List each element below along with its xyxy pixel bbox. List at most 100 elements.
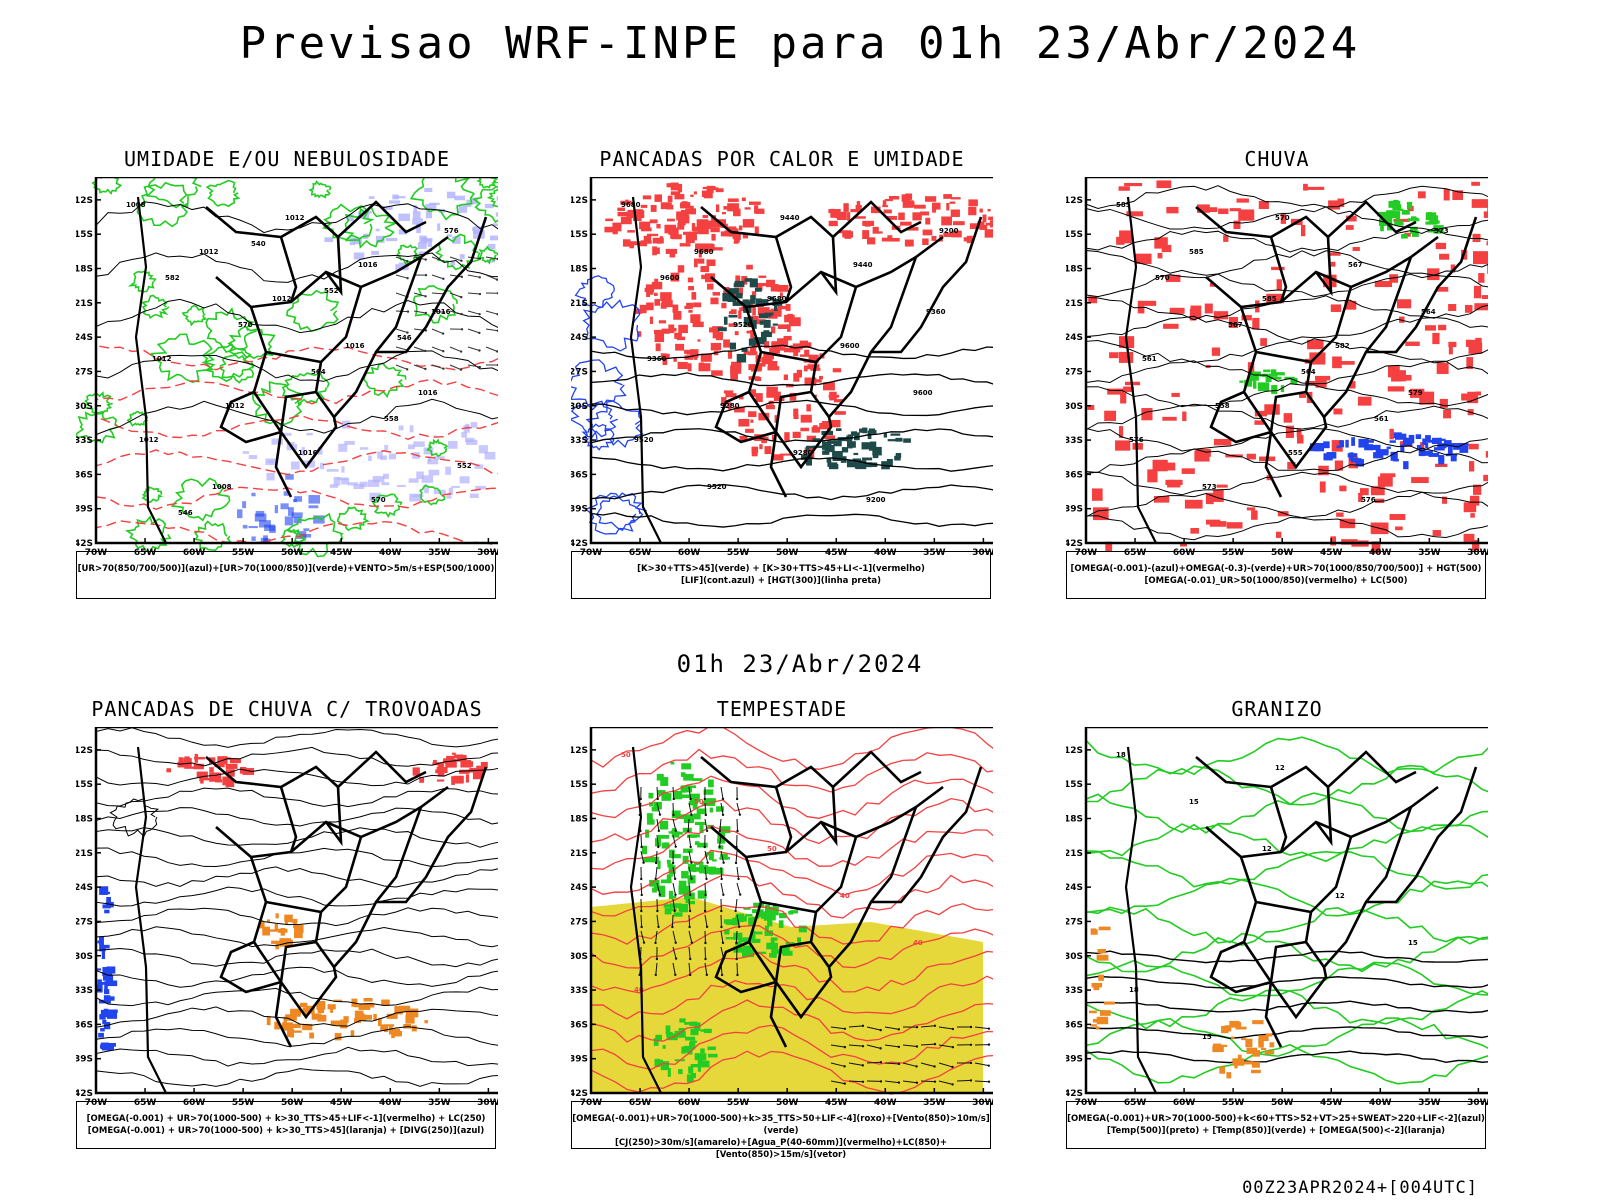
shaded-area [734, 238, 740, 243]
rain-area [1139, 300, 1157, 306]
humidity-contour [76, 410, 119, 444]
lon-tick-label: 65W [134, 1098, 157, 1108]
wind-vector-head [478, 331, 481, 335]
shaded-area [258, 921, 265, 929]
shaded-area [1246, 1047, 1258, 1054]
lon-tick-label: 40W [379, 1098, 402, 1108]
shaded-area [733, 283, 745, 288]
contour-label: 582 [1335, 342, 1350, 350]
rain-area [1205, 519, 1221, 525]
shaded-area [338, 443, 348, 452]
shaded-area [699, 825, 704, 834]
shaded-area [1406, 201, 1413, 209]
wind-vector-head [720, 877, 723, 881]
rain-area [1357, 396, 1372, 406]
shaded-area [666, 874, 674, 877]
shaded-area [702, 215, 709, 219]
shaded-area [375, 228, 380, 232]
shaded-area [372, 476, 385, 483]
contour-label: 570 [238, 321, 253, 329]
wind-vector [956, 1079, 972, 1082]
shaded-area [690, 867, 702, 872]
wind-vector [920, 1062, 935, 1067]
border-line [279, 786, 298, 853]
rain-area [1424, 325, 1436, 331]
shaded-area [1443, 440, 1452, 447]
humidity-contour [582, 299, 641, 352]
border-line [774, 786, 793, 853]
contour-label: 558 [384, 415, 399, 423]
contour-label: 12 [1275, 764, 1285, 772]
wind-vector [467, 346, 480, 351]
wind-vector [485, 328, 498, 332]
shaded-area [391, 1031, 397, 1035]
contour-label: 567 [1348, 261, 1363, 269]
shaded-area [99, 946, 106, 952]
shaded-area [620, 200, 632, 205]
shaded-area [641, 845, 648, 855]
shaded-area [1091, 982, 1103, 988]
shaded-area [712, 859, 717, 862]
shaded-area [649, 316, 653, 324]
shaded-area [764, 904, 771, 914]
shaded-area [711, 233, 716, 241]
wind-vector-head [442, 260, 445, 263]
shaded-area [832, 368, 842, 373]
wind-vector [467, 310, 480, 315]
rain-area [1107, 388, 1125, 395]
shaded-area [811, 426, 821, 433]
shaded-area [263, 535, 268, 543]
isobar-contour [590, 1050, 993, 1095]
wind-vector [720, 930, 724, 943]
lat-tick-label: 33S [571, 986, 588, 996]
rain-area [1254, 410, 1268, 417]
wind-vector-head [690, 813, 693, 816]
contour-label: 15 [1189, 798, 1199, 806]
lat-tick-label: 33S [571, 436, 588, 446]
map-background [96, 727, 498, 1093]
shaded-area [686, 302, 694, 309]
rain-area [1238, 209, 1255, 221]
shaded-area [358, 1005, 371, 1010]
wind-vector [656, 802, 661, 815]
shaded-area [922, 238, 929, 246]
shaded-area [398, 1005, 411, 1012]
wind-vector-head [736, 973, 739, 977]
shaded-area [697, 890, 707, 899]
map-area: 18 15 12 12 15 18 15 12 12S 15S 18S 21S 24S 27S 30S 33S… [1066, 727, 1488, 1117]
wind-vector-head [897, 1028, 901, 1031]
shaded-area [446, 234, 452, 237]
humidity-contour [308, 180, 332, 199]
border-line [774, 940, 833, 1020]
pressure-contour [95, 298, 498, 334]
humidity-contour [426, 438, 449, 458]
isobar-contour [590, 849, 993, 896]
shaded-area [1252, 381, 1257, 389]
rain-area [1443, 409, 1451, 419]
shaded-area [717, 327, 727, 332]
wind-vector-head [406, 276, 409, 280]
border-line [1269, 390, 1328, 470]
shaded-area [97, 979, 102, 985]
lat-tick-label: 36S [76, 1020, 93, 1030]
shaded-area [792, 431, 801, 439]
border-line [265, 836, 363, 914]
legend-line: [Temp(500)](preto) + [Temp(850)](verde) … [1106, 1126, 1446, 1136]
rain-area [1330, 304, 1342, 312]
shaded-area [744, 207, 751, 210]
rain-area [1205, 492, 1214, 505]
wind-vector [848, 1025, 863, 1028]
wind-vector-head [703, 797, 707, 801]
shaded-area [336, 477, 349, 481]
rain-area [1190, 305, 1202, 319]
shaded-area [359, 447, 369, 450]
lat-tick-label: 39S [1066, 505, 1083, 515]
lat-tick-label: 27S [76, 367, 93, 377]
shaded-area [409, 425, 414, 433]
shaded-area [725, 937, 734, 940]
lat-tick-label: 12S [76, 196, 93, 206]
wind-vector-head [737, 877, 740, 881]
shaded-area [745, 350, 749, 355]
shaded-area [695, 243, 704, 250]
wind-vector-head [897, 1081, 901, 1084]
